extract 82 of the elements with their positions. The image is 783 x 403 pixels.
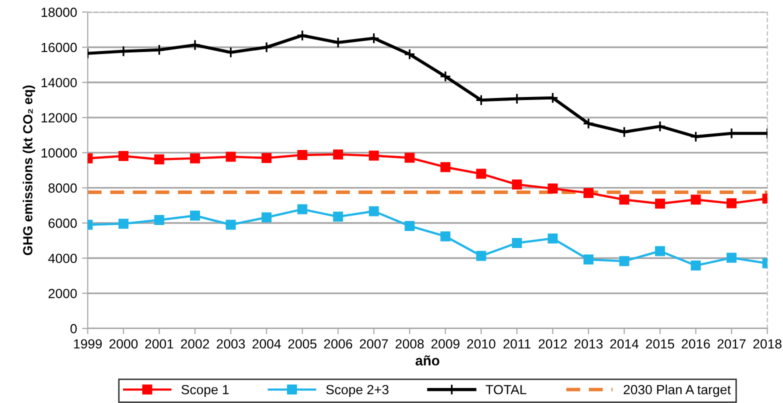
y-tick-label: 6000 [48,218,77,228]
point [655,198,666,209]
point [440,231,450,242]
x-tick-label: 2017 [718,339,746,349]
point [476,250,486,261]
x-tick-label: 2000 [109,339,138,349]
y-tick-label: 14000 [42,78,77,88]
x-tick-label: 2011 [503,339,530,349]
point [260,42,272,53]
x-tick-label: 2007 [360,339,388,349]
point [583,188,594,198]
point [655,246,666,256]
y-tick-label: 0 [70,324,77,334]
point [332,36,344,48]
point [690,194,701,205]
x-tick-label: 2014 [610,339,639,349]
point [190,210,200,221]
point [368,206,379,216]
y-tick-label: 4000 [48,254,77,264]
point [190,153,200,164]
point [726,252,737,263]
x-axis-title: año [416,355,440,366]
x-tick-label: 2009 [431,339,460,349]
point [404,220,415,231]
point [226,152,236,162]
point [333,149,344,160]
point [154,154,164,164]
point [476,168,486,179]
x-tick-label: 2005 [288,339,316,349]
x-tick-label: 2004 [252,339,281,349]
point [440,162,450,172]
point [333,212,344,222]
x-tick-label: 2016 [682,339,710,349]
x-tick-label: 2012 [538,339,567,349]
point [548,184,558,194]
point [440,70,452,82]
point [118,218,128,229]
x-tick-label: 2015 [646,339,674,349]
x-tick-label: 2001 [145,339,174,349]
x-tick-label: 2002 [180,339,210,349]
x-tick-label: 2013 [574,339,603,349]
y-tick-label: 10000 [42,148,77,158]
point [368,150,379,161]
y-tick-label: 2000 [48,288,77,298]
y-tick-label: 12000 [42,113,77,122]
legend-label: TOTAL [486,384,526,394]
y-tick-label: 8000 [48,183,77,193]
point [583,254,594,265]
legend-label: Scope 2+3 [326,384,389,397]
legend-label: Scope 1 [181,384,229,397]
point [262,212,272,222]
point [726,198,737,208]
x-tick-label: 2008 [396,339,424,349]
point [654,120,666,132]
legend-label: 2030 Plan A target [624,384,731,397]
point [297,204,308,214]
point [619,256,630,266]
x-tick-label: 2018 [753,339,782,349]
point [619,194,630,205]
point [297,150,308,160]
point [404,152,415,163]
point [118,151,128,162]
point [154,215,164,226]
y-tick-label: 18000 [42,8,77,17]
y-tick-label: 16000 [42,42,77,52]
x-tick-label: 1999 [74,339,102,349]
point [512,238,522,248]
x-tick-label: 2010 [467,339,496,349]
point [618,126,630,138]
x-tick-label: 2003 [216,339,245,349]
point [404,48,416,60]
point [548,233,558,244]
point [296,30,308,42]
point [225,46,236,58]
point [226,220,236,230]
point [512,180,522,190]
y-axis-title: GHG emissions (kt CO₂ eq) [22,86,36,256]
point [262,152,272,163]
x-tick-label: 2006 [324,339,352,349]
point [582,118,594,130]
point [690,260,701,271]
point [189,39,201,51]
